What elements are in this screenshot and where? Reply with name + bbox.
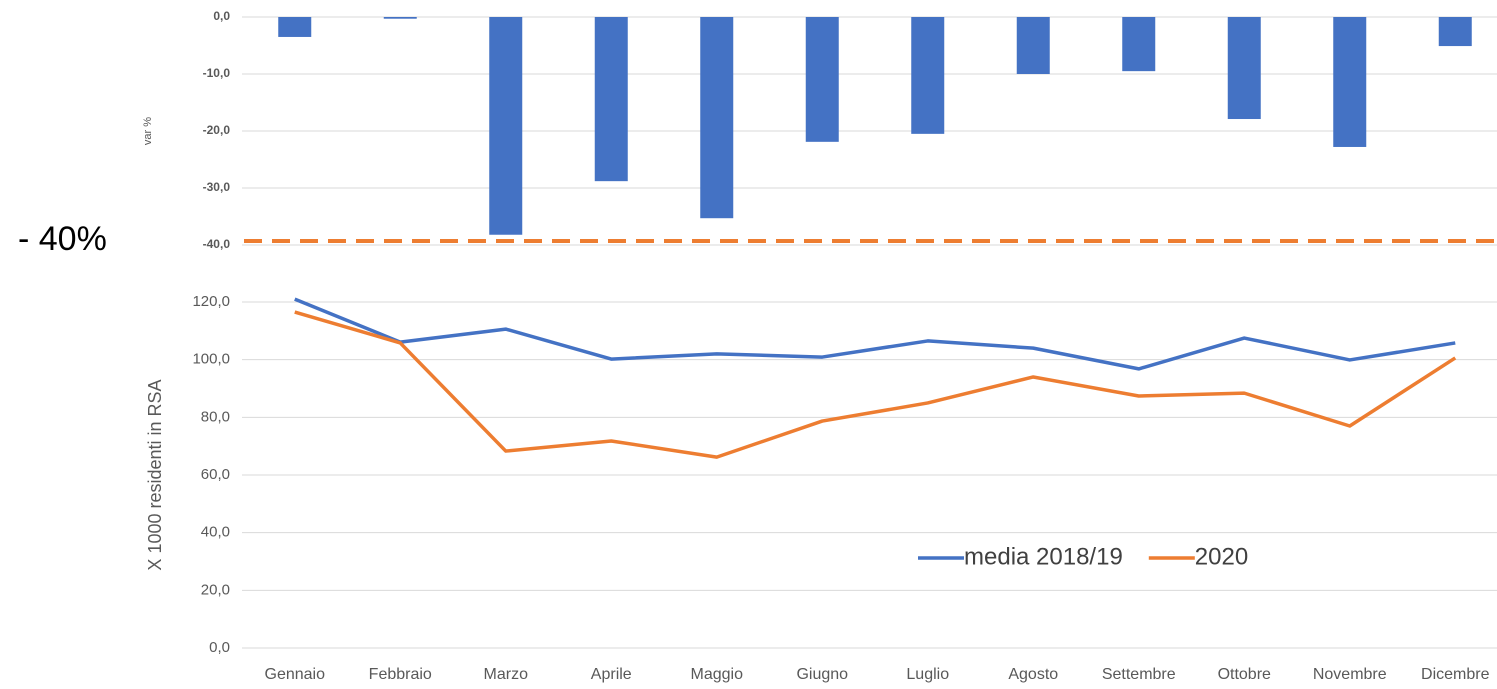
legend-label: media 2018/19: [964, 543, 1123, 570]
y-tick-label: -40,0: [203, 237, 231, 251]
bar: [1438, 17, 1472, 47]
x-tick-label: Dicembre: [1421, 666, 1490, 683]
line-series: [294, 310, 1457, 459]
y-tick-label: 120,0: [192, 293, 230, 310]
x-tick-label: Novembre: [1313, 666, 1387, 683]
reference-label: - 40%: [18, 220, 107, 258]
bar: [1016, 17, 1050, 74]
x-tick-label: Luglio: [906, 666, 949, 683]
y-tick-label: -20,0: [203, 123, 231, 137]
x-tick-label: Maggio: [691, 666, 744, 683]
y-axis-label: var %: [142, 117, 154, 145]
y-tick-label: 60,0: [201, 466, 230, 483]
y-tick-label: 40,0: [201, 524, 230, 541]
y-tick-label: 100,0: [192, 351, 230, 368]
x-tick-label: Gennaio: [265, 666, 326, 683]
x-tick-label: Marzo: [484, 666, 529, 683]
bar: [1122, 17, 1156, 72]
x-tick-label: Agosto: [1008, 666, 1058, 683]
x-tick-label: Febbraio: [369, 666, 432, 683]
y-tick-label: 80,0: [201, 408, 230, 425]
y-tick-label: -30,0: [203, 180, 231, 194]
bar: [700, 17, 734, 219]
x-tick-label: Settembre: [1102, 666, 1176, 683]
legend-label: 2020: [1195, 543, 1248, 570]
y-tick-label: 0,0: [213, 9, 230, 23]
bar: [1227, 17, 1261, 120]
bar: [489, 17, 523, 235]
x-tick-label: Ottobre: [1218, 666, 1271, 683]
bar: [594, 17, 628, 182]
y-axis-label: X 1000 residenti in RSA: [145, 379, 165, 570]
y-tick-label: -10,0: [203, 66, 231, 80]
x-tick-label: Aprile: [591, 666, 632, 683]
y-tick-label: 0,0: [209, 639, 230, 656]
bar: [805, 17, 839, 142]
bar: [1333, 17, 1367, 147]
bar: [278, 17, 312, 37]
bar: [383, 17, 417, 19]
y-tick-label: 20,0: [201, 581, 230, 598]
line-series: [294, 297, 1456, 371]
x-tick-label: Giugno: [796, 666, 848, 683]
bar: [911, 17, 945, 134]
